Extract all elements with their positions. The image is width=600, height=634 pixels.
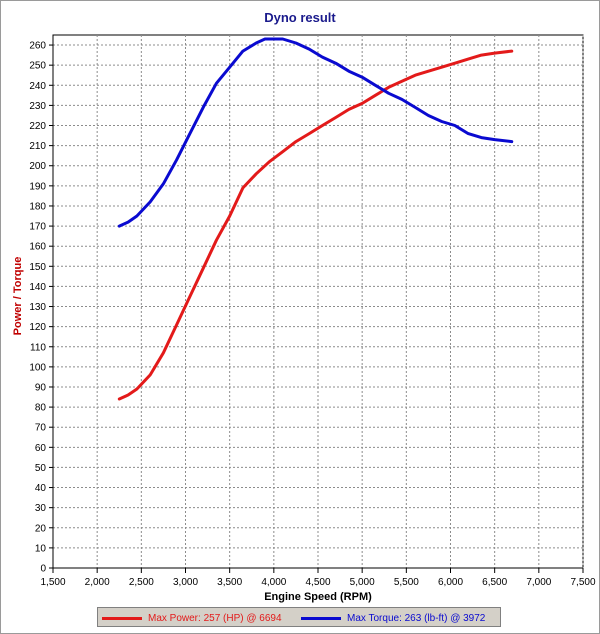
y-tick-label: 260 <box>29 41 46 52</box>
y-axis-label: Power / Torque <box>12 256 24 336</box>
y-tick-label: 30 <box>35 503 47 514</box>
x-tick-label: 4,000 <box>261 577 286 588</box>
legend-item-torque: Max Torque: 263 (lb-ft) @ 3972 <box>301 611 485 625</box>
y-tick-label: 90 <box>35 382 47 393</box>
x-tick-label: 2,000 <box>85 577 110 588</box>
x-tick-label: 6,500 <box>482 577 507 588</box>
y-tick-label: 40 <box>35 483 47 494</box>
y-tick-label: 250 <box>29 61 46 72</box>
y-tick-label: 80 <box>35 403 47 414</box>
y-tick-label: 150 <box>29 262 46 273</box>
y-tick-label: 180 <box>29 201 46 212</box>
x-tick-label: 5,000 <box>350 577 375 588</box>
y-tick-label: 240 <box>29 81 46 92</box>
y-tick-label: 140 <box>29 282 46 293</box>
legend-item-power: Max Power: 257 (HP) @ 6694 <box>102 611 282 625</box>
y-tick-label: 130 <box>29 302 46 313</box>
legend-label-torque: Max Torque: 263 (lb-ft) @ 3972 <box>347 612 486 624</box>
y-tick-label: 50 <box>35 463 47 474</box>
y-tick-label: 200 <box>29 161 46 172</box>
x-tick-label: 5,500 <box>394 577 419 588</box>
y-tick-label: 20 <box>35 523 47 534</box>
y-tick-label: 160 <box>29 242 46 253</box>
legend: Max Power: 257 (HP) @ 6694 Max Torque: 2… <box>97 607 501 627</box>
y-tick-label: 210 <box>29 141 46 152</box>
legend-swatch-power <box>102 616 142 620</box>
x-tick-label: 4,500 <box>305 577 330 588</box>
x-tick-label: 7,000 <box>526 577 551 588</box>
y-tick-label: 10 <box>35 543 47 554</box>
y-tick-label: 70 <box>35 423 47 434</box>
y-tick-label: 230 <box>29 101 46 112</box>
legend-swatch-torque <box>301 616 341 620</box>
x-tick-label: 3,500 <box>217 577 242 588</box>
legend-label-power: Max Power: 257 (HP) @ 6694 <box>148 612 282 624</box>
y-tick-label: 60 <box>35 443 47 454</box>
x-tick-label: 3,000 <box>173 577 198 588</box>
y-tick-label: 110 <box>30 342 46 353</box>
y-tick-label: 100 <box>29 362 46 373</box>
power-curve <box>117 49 514 401</box>
x-tick-label: 6,000 <box>438 577 463 588</box>
x-tick-label: 1,500 <box>40 577 65 588</box>
chart-title: Dyno result <box>264 10 336 25</box>
y-tick-label: 0 <box>40 564 46 575</box>
torque-curve <box>117 37 514 228</box>
y-tick-label: 220 <box>29 121 46 132</box>
y-tick-label: 170 <box>29 222 46 233</box>
x-tick-label: 7,500 <box>570 577 595 588</box>
x-tick-label: 2,500 <box>129 577 154 588</box>
y-tick-label: 120 <box>29 322 46 333</box>
x-axis-label: Engine Speed (RPM) <box>264 591 372 603</box>
y-tick-label: 190 <box>29 181 46 192</box>
